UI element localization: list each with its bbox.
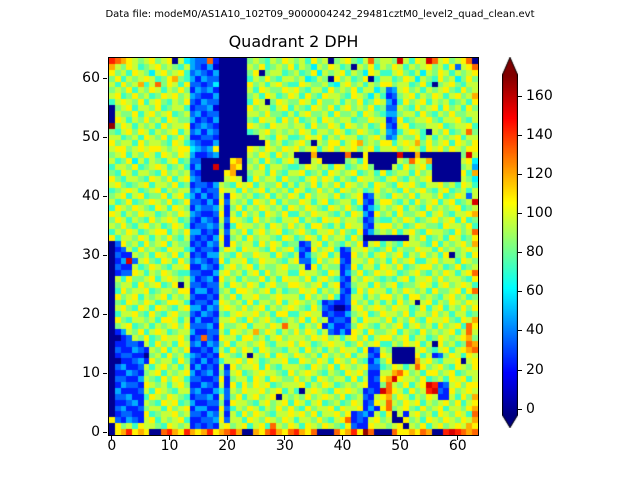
colorbar-tick-label: 20 [526,361,544,378]
colorbar-tick-label: 80 [526,244,544,261]
colorbar-tick-mark [518,135,522,137]
x-tick-label: 50 [391,438,410,454]
colorbar-tick-label: 40 [526,322,544,339]
y-tick-mark [103,78,107,80]
y-tick-label: 0 [91,423,100,440]
x-tick-label: 40 [333,438,352,454]
x-tick-mark [342,436,343,440]
colorbar-tick-mark [518,408,522,410]
data-file-suptitle: Data file: modeM0/AS1A10_102T09_90000042… [105,9,535,20]
y-tick-mark [103,372,107,374]
colorbar [502,57,518,428]
x-tick-mark [169,436,171,440]
colorbar-tick-mark [518,252,522,254]
x-tick-mark [399,436,401,440]
x-tick-label: 30 [275,438,294,454]
x-tick-mark [226,436,228,440]
y-tick-mark [103,254,107,256]
colorbar-tick-label: 120 [526,166,553,183]
colorbar-tick-mark [518,95,522,97]
y-tick-label: 30 [82,246,100,263]
heatmap-canvas [109,58,478,435]
y-tick-mark [103,195,107,197]
y-tick-mark [103,313,107,315]
x-tick-mark [284,436,286,440]
x-tick-label: 60 [448,438,467,454]
y-tick-mark [103,137,107,139]
colorbar-tick-mark [518,369,522,371]
colorbar-tick-mark [518,213,522,215]
plot-title: Quadrant 2 DPH [228,32,359,51]
y-tick-label: 20 [82,305,100,322]
heatmap-axes [108,57,479,436]
colorbar-tick-mark [518,174,522,176]
x-tick-label: 20 [218,438,237,454]
x-tick-label: 10 [160,438,179,454]
colorbar-tick-mark [518,330,522,332]
y-tick-mark [103,431,107,433]
x-tick-label: 0 [107,438,117,454]
y-tick-label: 10 [82,364,100,381]
x-tick-mark [111,436,113,440]
y-tick-label: 40 [82,187,100,204]
y-tick-label: 50 [82,129,100,146]
x-tick-mark [457,436,459,440]
colorbar-tick-label: 60 [526,283,544,300]
colorbar-tick-label: 140 [526,127,553,144]
colorbar-tick-mark [518,291,522,293]
colorbar-tick-label: 0 [526,400,535,417]
colorbar-tick-label: 100 [526,205,553,222]
y-tick-label: 60 [82,70,100,87]
colorbar-tick-label: 160 [526,87,553,104]
